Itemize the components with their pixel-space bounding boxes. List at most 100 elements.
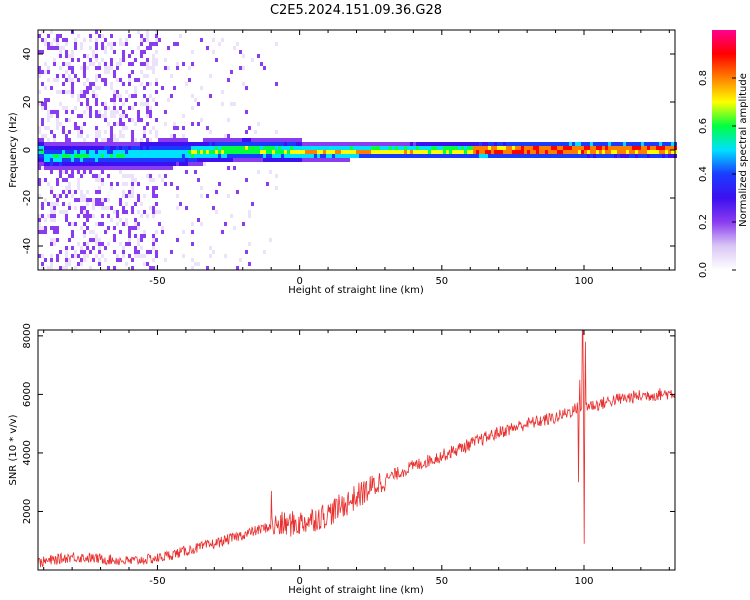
heatmap-cell [434,146,437,150]
heatmap-cell [56,202,59,206]
heatmap-cell [410,154,413,158]
heatmap-cell [164,154,167,158]
heatmap-cell [98,114,101,118]
heatmap-cell [122,166,125,170]
heatmap-cell [440,154,443,158]
heatmap-cell [344,154,347,158]
heatmap-cell [476,146,479,150]
heatmap-cell [116,142,119,146]
heatmap-cell [95,158,98,162]
heatmap-cell [104,158,107,162]
heatmap-cell [86,154,89,158]
heatmap-cell [413,142,416,146]
heatmap-cell [356,150,359,154]
heatmap-cell [104,106,107,110]
heatmap-cell [371,142,374,146]
heatmap-cell [155,90,158,94]
heatmap-cell [113,250,116,254]
heatmap-cell [230,150,233,154]
heatmap-cell [110,158,113,162]
heatmap-cell [110,162,113,166]
heatmap-cell [95,146,98,150]
heatmap-cell [152,246,155,250]
heatmap-cell [80,162,83,166]
heatmap-cell [140,118,143,122]
heatmap-cell [89,82,92,86]
heatmap-cell [305,146,308,150]
heatmap-cell [47,78,50,82]
heatmap-cell [92,166,95,170]
heatmap-cell [68,130,71,134]
heatmap-cell [182,62,185,66]
heatmap-cell [80,226,83,230]
heatmap-cell [206,46,209,50]
heatmap-cell [644,146,647,150]
heatmap-cell [260,146,263,150]
heatmap-cell [47,166,50,170]
heatmap-cell [137,46,140,50]
heatmap-cell [65,78,68,82]
heatmap-cell [77,166,80,170]
heatmap-cell [110,66,113,70]
heatmap-cell [125,182,128,186]
heatmap-cell [77,94,80,98]
heatmap-cell [134,102,137,106]
heatmap-cell [389,150,392,154]
heatmap-cell [89,142,92,146]
heatmap-cell [227,142,230,146]
heatmap-cell [578,146,581,150]
heatmap-cell [83,146,86,150]
heatmap-cell [137,146,140,150]
heatmap-cell [173,86,176,90]
heatmap-cell [524,146,527,150]
heatmap-cell [305,154,308,158]
heatmap-cell [338,150,341,154]
heatmap-cell [53,150,56,154]
heatmap-cell [128,154,131,158]
heatmap-cell [62,146,65,150]
heatmap-cell [104,62,107,66]
heatmap-cell [89,58,92,62]
heatmap-cell [269,142,272,146]
heatmap-cell [110,46,113,50]
heatmap-cell [281,138,284,142]
heatmap-cell [83,254,86,258]
heatmap-cell [230,214,233,218]
heatmap-cell [569,154,572,158]
heatmap-cell [491,142,494,146]
heatmap-cell [182,254,185,258]
heatmap-cell [152,258,155,262]
heatmap-cell [92,142,95,146]
heatmap-cell [113,94,116,98]
heatmap-cell [257,146,260,150]
heatmap-cell [170,134,173,138]
heatmap-cell [617,142,620,146]
heatmap-cell [257,170,260,174]
snr-x-ticks: -50 0 50 100 [43,330,670,587]
heatmap-cell [182,154,185,158]
heatmap-cell [269,138,272,142]
heatmap-cell [275,42,278,46]
heatmap-cell [86,246,89,250]
heatmap-cell [167,158,170,162]
heatmap-cell [110,58,113,62]
heatmap-cell [251,202,254,206]
heatmap-cell [128,150,131,154]
heatmap-cell [197,158,200,162]
heatmap-cell [593,146,596,150]
heatmap-cell [533,142,536,146]
colorbar-tick-label: 0.2 [698,214,709,230]
heatmap-cell [446,142,449,146]
heatmap-cell [92,162,95,166]
heatmap-cell [203,158,206,162]
heatmap-cell [68,166,71,170]
heatmap-cell [461,146,464,150]
heatmap-cell [212,250,215,254]
heatmap-cell [143,254,146,258]
heatmap-cell [113,158,116,162]
heatmap-cell [140,142,143,146]
heatmap-cell [662,150,665,154]
heatmap-cell [176,42,179,46]
